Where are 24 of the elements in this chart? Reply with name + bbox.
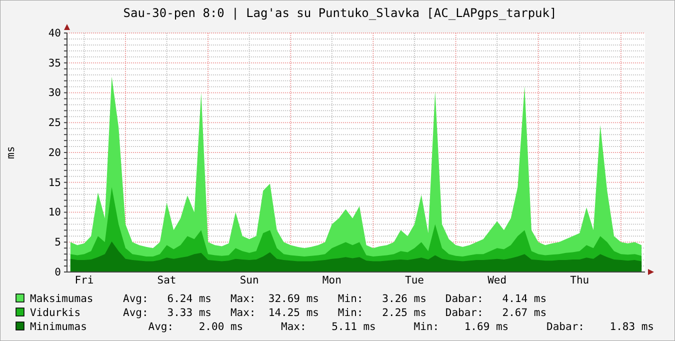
text: Avg: 2.00 ms Max: 5.11 ms Min: 1.69 ms Dabar: 1.83 ms bbox=[123, 321, 654, 333]
y-tick-label: 10 bbox=[48, 206, 61, 219]
x-tick-label: Thu bbox=[570, 274, 590, 286]
y-tick-label: 5 bbox=[54, 236, 61, 248]
x-tick-label: Mon bbox=[322, 274, 342, 286]
text: Avg: 6.24 ms Max: 32.69 ms Min: 3.26 ms Dabar: 4.14 ms bbox=[123, 293, 547, 305]
y-tick-label: 35 bbox=[48, 57, 61, 70]
x-tick-label: Wed bbox=[488, 274, 507, 286]
legend-label: Minimumas bbox=[30, 321, 87, 333]
x-tick-label: Fri bbox=[74, 274, 94, 286]
x-tick-label: Sat bbox=[157, 274, 176, 286]
y-tick-label: 15 bbox=[48, 176, 61, 189]
chart-title: Sau-30-pen 8:0 | Lag'as su Puntuko_Slavka [AC_LAPgps_tarpuk] bbox=[123, 6, 557, 20]
y-tick-label: 20 bbox=[48, 146, 61, 159]
x-tick-label: Sun bbox=[240, 274, 259, 286]
text: Avg: 3.33 ms Max: 14.25 ms Min: 2.25 ms Dabar: 2.67 ms bbox=[123, 307, 547, 319]
y-tick-label: 40 bbox=[48, 27, 61, 40]
y-tick-label: 25 bbox=[48, 116, 61, 129]
y-tick-label: 0 bbox=[54, 266, 61, 278]
x-tick-label: Tue bbox=[405, 274, 424, 286]
y-tick-label: 30 bbox=[48, 87, 61, 100]
y-axis-title: ms bbox=[5, 146, 17, 159]
legend-label: Maksimumas bbox=[30, 293, 94, 305]
legend-label: Vidurkis bbox=[30, 307, 81, 319]
